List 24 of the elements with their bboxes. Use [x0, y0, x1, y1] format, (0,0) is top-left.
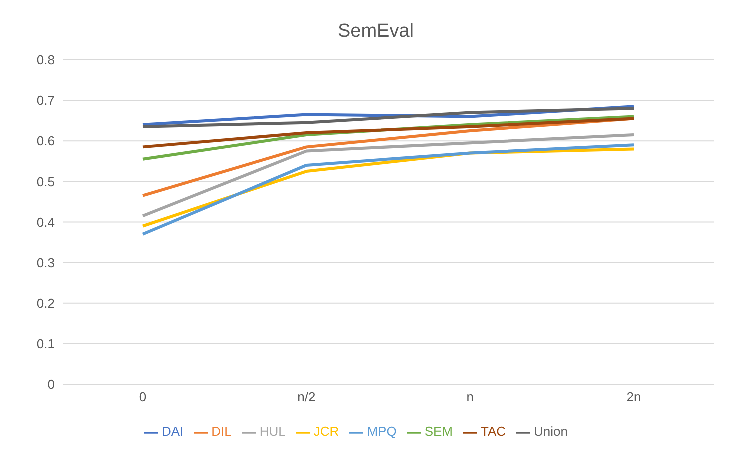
y-tick-label: 0.7: [36, 93, 55, 108]
legend-label: SEM: [424, 424, 453, 440]
y-tick-label: 0.6: [36, 134, 55, 149]
chart-title: SemEval: [336, 20, 416, 44]
y-tick-label: 0: [48, 377, 55, 392]
x-tick-label: 2n: [626, 390, 642, 405]
y-tick-label: 0.4: [36, 214, 55, 230]
legend-label: DIL: [212, 424, 232, 440]
line-series: [142, 117, 636, 149]
y-tick-label: 0.8: [36, 52, 55, 68]
y-tick-label: 0.2: [36, 296, 55, 311]
legend-label: DAI: [162, 424, 184, 440]
legend-label: TAC: [480, 424, 506, 440]
legend-label: JCR: [314, 424, 340, 440]
line-series: [142, 134, 636, 218]
x-tick-label: n/2: [298, 390, 316, 405]
legend-label: HUL: [260, 424, 286, 440]
x-tick-label: 0: [139, 390, 147, 405]
x-tick-label: n: [466, 390, 474, 405]
y-tick-label: 0.5: [36, 174, 55, 190]
y-tick-label: 0.3: [36, 255, 55, 270]
legend-label: MPQ: [367, 424, 397, 440]
legend-label: Union: [534, 424, 568, 440]
y-tick-label: 0.1: [36, 336, 55, 352]
